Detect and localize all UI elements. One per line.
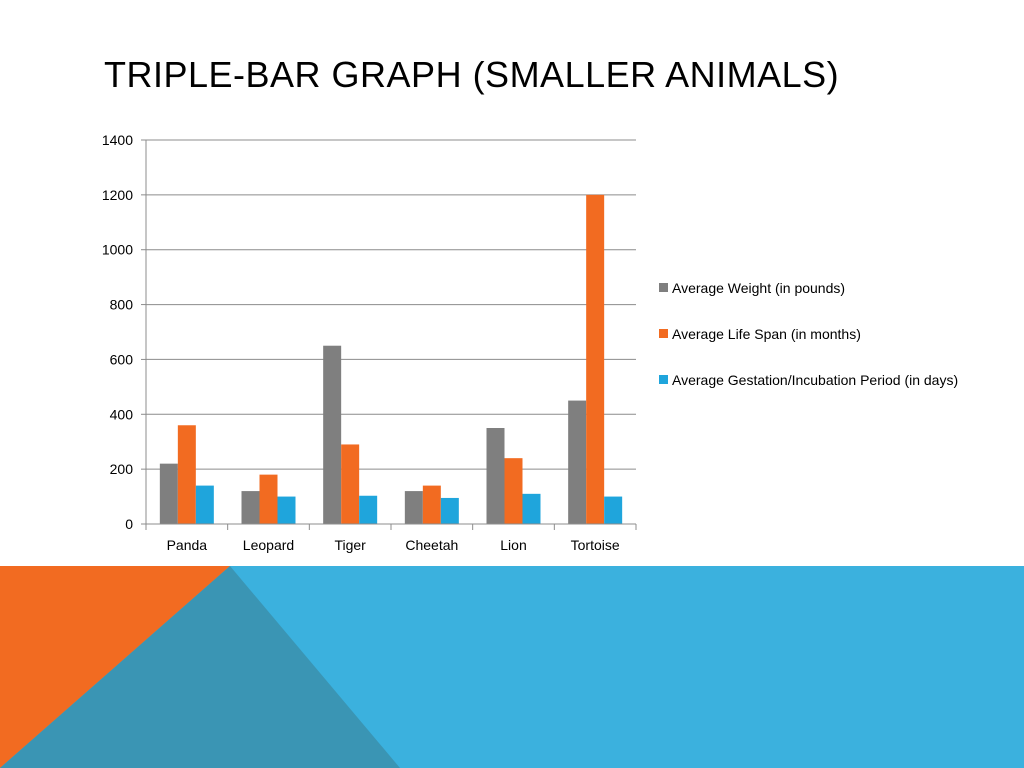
slide-title: TRIPLE-BAR GRAPH (SMALLER ANIMALS) [104,54,840,95]
bar-weight-lion [486,428,505,524]
tick-labels: 0 200 400 600 800 1000 1200 1400 Panda Leopard Tig… [102,132,620,553]
banner-teal-triangle [0,566,400,768]
bar-lifespan-leopard [259,474,278,524]
legend-swatch-lifespan [659,329,668,338]
bar-gestation-lion [522,493,541,524]
bar-gestation-cheetah [440,497,459,524]
y-tick-label: 0 [125,516,133,532]
y-tick-label: 1200 [102,187,133,203]
x-tick-label: Cheetah [405,537,458,553]
x-tick-label: Panda [167,537,208,553]
legend-swatch-gestation [659,375,668,384]
bar-gestation-leopard [277,496,296,524]
y-tick-label: 800 [110,297,134,313]
legend-swatch-weight [659,283,668,292]
x-tick-label: Leopard [243,537,294,553]
bar-lifespan-tiger [341,444,360,524]
legend-label-weight: Average Weight (in pounds) [672,280,846,296]
legend-item-gestation: Average Gestation/Incubation Period (in … [659,370,959,390]
y-tick-label: 200 [110,461,134,477]
y-tick-label: 400 [110,406,134,422]
bar-gestation-tortoise [604,496,623,524]
bar-lifespan-panda [177,425,196,524]
y-tick-label: 600 [110,351,134,367]
bar-lifespan-cheetah [422,485,441,524]
x-tick-label: Lion [500,537,526,553]
axes [141,139,637,530]
decorative-banner [0,566,1024,768]
y-tick-label: 1000 [102,242,133,258]
y-tick-label: 1400 [102,132,133,148]
bar-lifespan-tortoise [586,194,605,524]
bar-weight-cheetah [404,491,423,524]
gridlines [146,139,636,470]
legend-label-lifespan: Average Life Span (in months) [672,326,861,342]
legend-label-gestation: Average Gestation/Incubation Period (in … [672,372,959,388]
x-tick-label: Tiger [334,537,366,553]
chart-legend: Average Weight (in pounds) Average Life … [659,278,959,416]
bar-weight-leopard [241,491,260,524]
bar-weight-tiger [323,345,342,524]
x-tick-label: Tortoise [571,537,620,553]
bar-weight-tortoise [568,400,587,524]
bar-gestation-panda [195,485,214,524]
bar-chart: 0 200 400 600 800 1000 1200 1400 Panda Leopard Tig… [102,132,637,553]
bar-gestation-tiger [359,495,378,524]
bar-weight-panda [159,463,178,524]
legend-item-lifespan: Average Life Span (in months) [659,324,959,344]
bars [159,194,623,524]
bar-lifespan-lion [504,458,523,524]
legend-item-weight: Average Weight (in pounds) [659,278,959,298]
